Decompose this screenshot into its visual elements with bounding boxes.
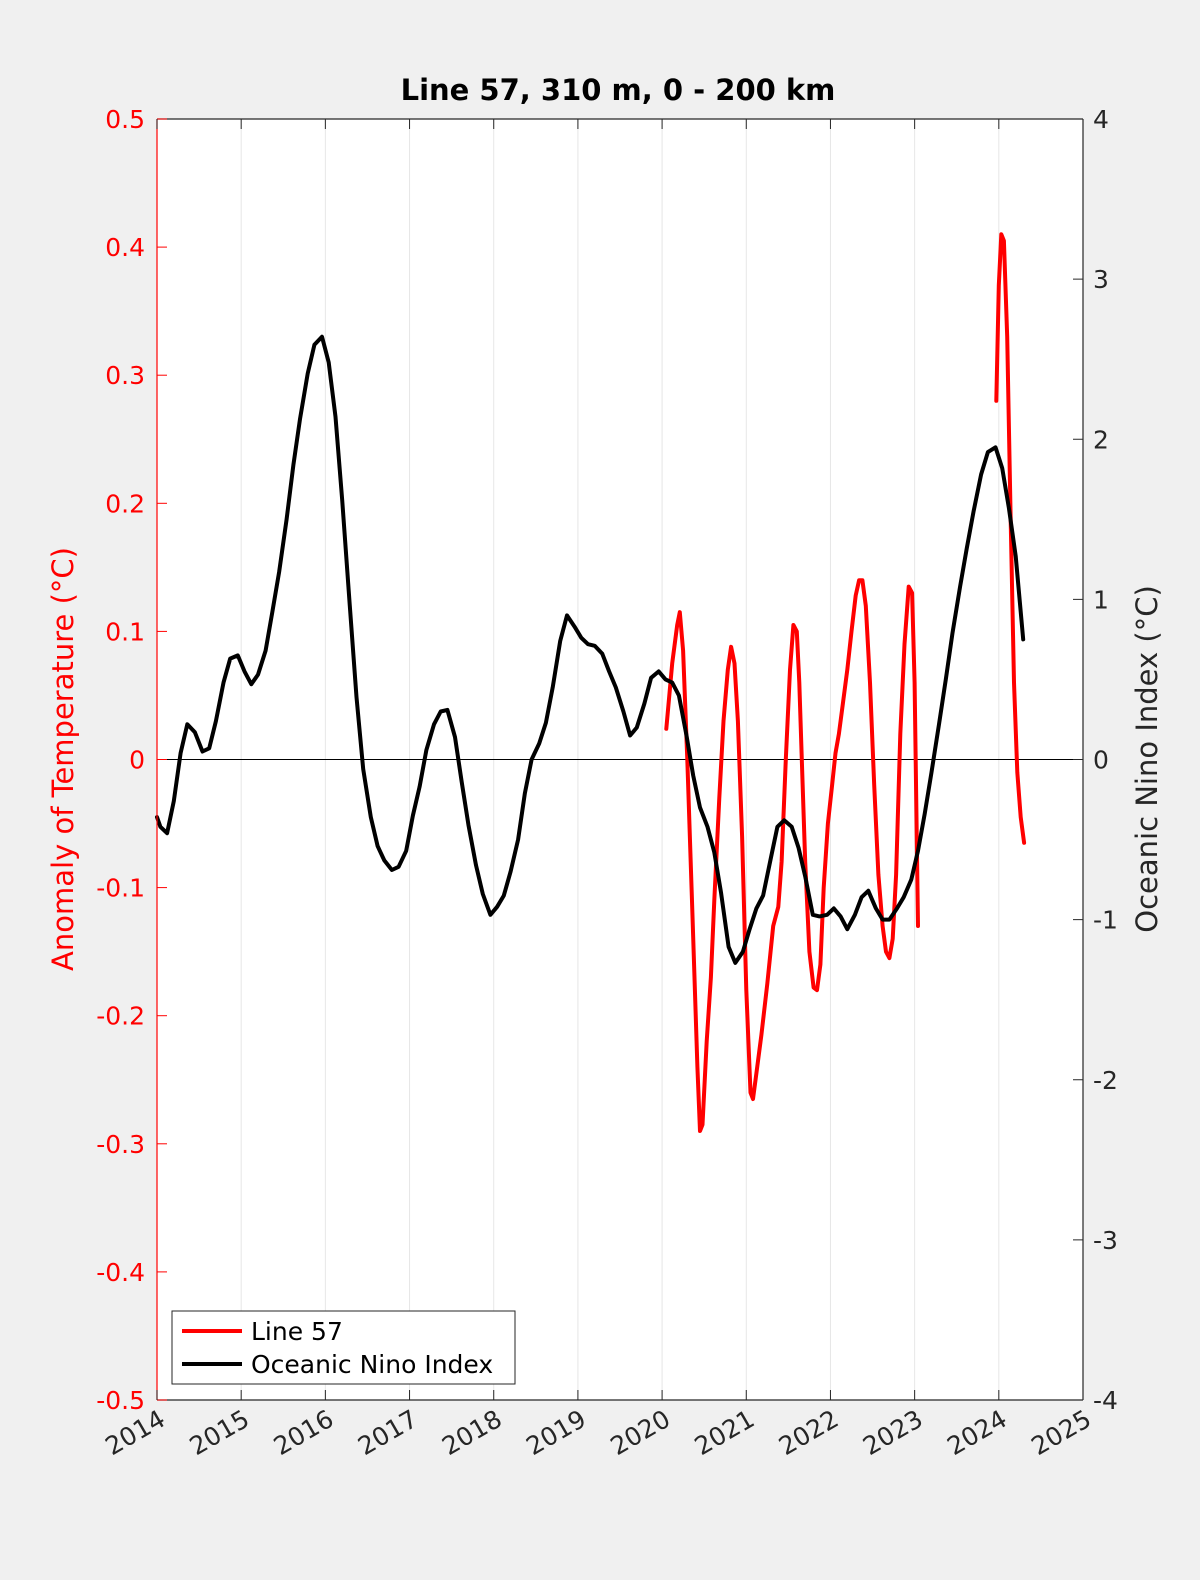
left-axis-label: Anomaly of Temperature (°C) (46, 547, 80, 971)
left-tick-label: 0.2 (105, 489, 145, 518)
x-tick-label: 2017 (353, 1404, 423, 1461)
legend: Line 57 Oceanic Nino Index (171, 1310, 516, 1385)
x-tick-label: 2023 (858, 1404, 928, 1461)
right-tick-label: -2 (1093, 1066, 1118, 1095)
right-axis-label: Oceanic Nino Index (°C) (1130, 585, 1164, 933)
x-tick-label: 2016 (269, 1404, 339, 1461)
series-oceanic-nino-index (155, 334, 1026, 965)
right-tick-label: -1 (1093, 906, 1118, 935)
x-tick-label: 2015 (185, 1404, 255, 1461)
series-line (664, 578, 920, 1133)
chart-title: Line 57, 310 m, 0 - 200 km (401, 73, 836, 107)
x-tick-label: 2021 (690, 1404, 760, 1461)
right-tick-label: -3 (1093, 1226, 1118, 1255)
left-tick-label: -0.2 (96, 1002, 145, 1031)
series-line (994, 232, 1027, 845)
x-tick-label: 2019 (521, 1404, 591, 1461)
legend-label: Line 57 (251, 1317, 343, 1346)
x-tick-label: 2025 (1026, 1404, 1096, 1461)
series-line-57 (664, 232, 1027, 1133)
right-tick-label: 4 (1093, 105, 1109, 134)
legend-box (171, 1310, 516, 1385)
left-tick-label: 0.4 (105, 233, 145, 262)
left-tick-label: -0.4 (96, 1258, 145, 1287)
right-tick-label: 0 (1093, 746, 1109, 775)
right-tick-label: 1 (1093, 585, 1109, 614)
left-tick-label: -0.1 (96, 874, 145, 903)
x-tick-label: 2022 (774, 1404, 844, 1461)
x-tick-label: 2018 (437, 1404, 507, 1461)
left-tick-label: 0.3 (105, 361, 145, 390)
right-tick-label: 3 (1093, 265, 1109, 294)
left-tick-label: 0 (129, 746, 145, 775)
x-tick-label: 2020 (605, 1404, 675, 1461)
left-tick-label: 0.5 (105, 105, 145, 134)
left-tick-label: -0.5 (96, 1386, 145, 1415)
right-tick-label: -4 (1093, 1386, 1118, 1415)
series-layer (155, 232, 1027, 1133)
left-tick-label: 0.1 (105, 617, 145, 646)
left-tick-label: -0.3 (96, 1130, 145, 1159)
legend-label: Oceanic Nino Index (251, 1350, 493, 1379)
x-tick-label: 2024 (942, 1404, 1012, 1461)
right-tick-label: 2 (1093, 425, 1109, 454)
series-line (155, 334, 1026, 965)
